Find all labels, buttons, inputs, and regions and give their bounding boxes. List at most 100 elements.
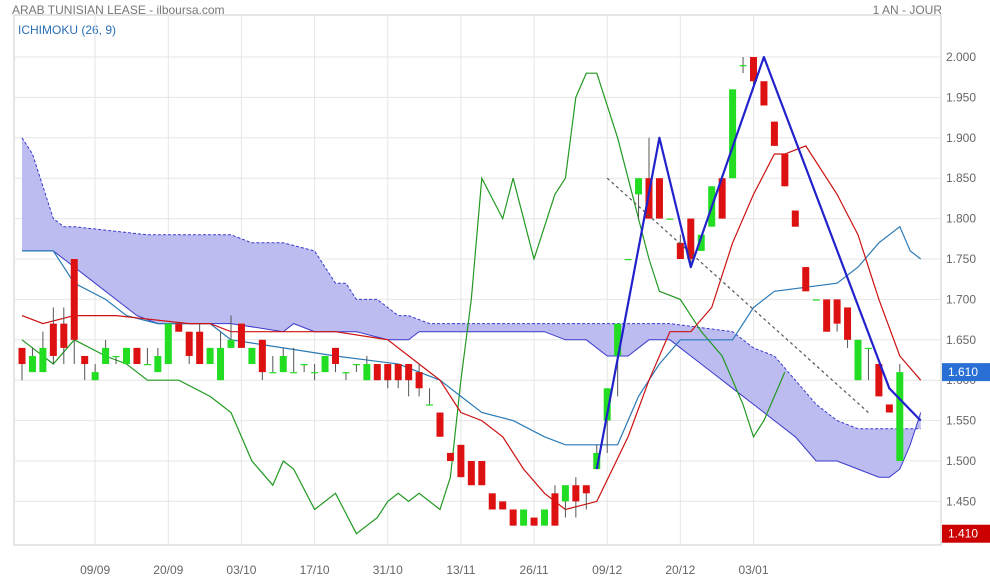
candle-body: [541, 509, 548, 526]
candle-body: [655, 178, 663, 219]
candle: [457, 444, 465, 478]
axes: 2.000 1.950 1.900 1.850 1.800 1.750 1.700 1.650…: [80, 50, 990, 577]
candle-body: [697, 234, 705, 251]
candle-body: [227, 339, 235, 348]
candle: [844, 307, 852, 348]
candle-body: [237, 323, 245, 348]
x-tick-label: 09/12: [592, 563, 622, 577]
candle: [352, 364, 360, 373]
candle: [467, 461, 475, 486]
candle-body: [875, 364, 883, 397]
candle: [854, 339, 862, 381]
candle-body: [687, 218, 695, 259]
candle: [446, 452, 454, 461]
candle-body: [70, 259, 78, 340]
candle-body: [729, 89, 737, 179]
candle: [729, 89, 737, 179]
candle-body: [530, 517, 538, 526]
low-price-label: 1.410: [948, 527, 978, 541]
candle: [436, 412, 444, 437]
candle: [279, 347, 287, 373]
candle-body: [112, 355, 120, 358]
candle-body: [676, 242, 684, 259]
candle-body: [488, 493, 496, 510]
candle-body: [750, 57, 757, 82]
kijun-line: [22, 225, 922, 446]
chart-title: ARAB TUNISIAN LEASE - ilboursa.com: [12, 3, 225, 17]
y-tick-label: 1.700: [946, 292, 976, 306]
candle-body: [28, 355, 36, 373]
trend-line: [606, 177, 869, 413]
candle: [624, 259, 632, 261]
candle-body: [426, 404, 434, 406]
candle-body: [781, 153, 789, 187]
candle-body: [164, 323, 172, 365]
senkou-span-a: [21, 137, 921, 430]
candle: [123, 347, 130, 365]
candle-body: [812, 299, 820, 301]
candle: [363, 355, 371, 381]
candle-body: [885, 404, 893, 413]
candle-body: [415, 372, 423, 389]
pattern-overlay: [595, 55, 922, 470]
x-tick-label: 20/09: [153, 563, 183, 577]
candle-body: [39, 347, 47, 373]
candle-body: [802, 267, 810, 292]
candle: [405, 364, 413, 397]
candle: [227, 315, 235, 348]
candle: [164, 323, 172, 365]
y-tick-label: 1.950: [946, 90, 976, 104]
candle: [802, 267, 810, 292]
candle-body: [718, 178, 726, 219]
pattern-line: [595, 55, 922, 470]
candle: [739, 57, 747, 74]
candle-body: [81, 355, 89, 365]
candle: [635, 178, 643, 219]
candle-body: [635, 178, 643, 195]
candle: [781, 153, 789, 187]
candle: [49, 307, 57, 365]
candle-body: [363, 364, 371, 381]
candle: [290, 347, 298, 374]
candle-body: [279, 355, 287, 373]
candle-body: [342, 372, 350, 374]
candle: [248, 347, 256, 365]
candle: [112, 355, 120, 365]
candle-body: [520, 509, 528, 526]
y-tick-label: 1.900: [946, 131, 976, 145]
candle-body: [269, 372, 277, 374]
candle: [478, 461, 486, 486]
candle-body: [864, 347, 872, 350]
candle: [237, 323, 245, 348]
candle: [300, 364, 308, 373]
x-tick-label: 03/01: [738, 563, 768, 577]
candle: [28, 347, 36, 373]
candle-body: [258, 339, 266, 373]
candle-body: [896, 372, 904, 461]
candle-body: [561, 485, 569, 502]
candle-body: [206, 347, 214, 365]
candle: [332, 347, 339, 373]
candle: [258, 339, 266, 381]
candle-body: [499, 501, 507, 510]
candle: [133, 347, 141, 365]
candle: [676, 234, 684, 259]
x-tick-label: 13/11: [446, 563, 475, 577]
candle: [488, 493, 496, 510]
candle-body: [593, 452, 601, 470]
candle: [185, 331, 193, 365]
candle-body: [509, 509, 517, 526]
y-tick-label: 1.650: [946, 333, 976, 347]
candle: [718, 178, 726, 219]
cloud-area: [22, 137, 921, 478]
candle: [217, 331, 225, 381]
candle: [143, 347, 151, 366]
candle-body: [102, 347, 110, 365]
candle-body: [739, 65, 747, 67]
candle: [426, 388, 434, 406]
period-label[interactable]: 1 AN - JOUR: [872, 3, 942, 17]
y-tick-label: 1.750: [946, 252, 976, 266]
candle-body: [770, 121, 778, 146]
candle-body: [217, 347, 225, 381]
